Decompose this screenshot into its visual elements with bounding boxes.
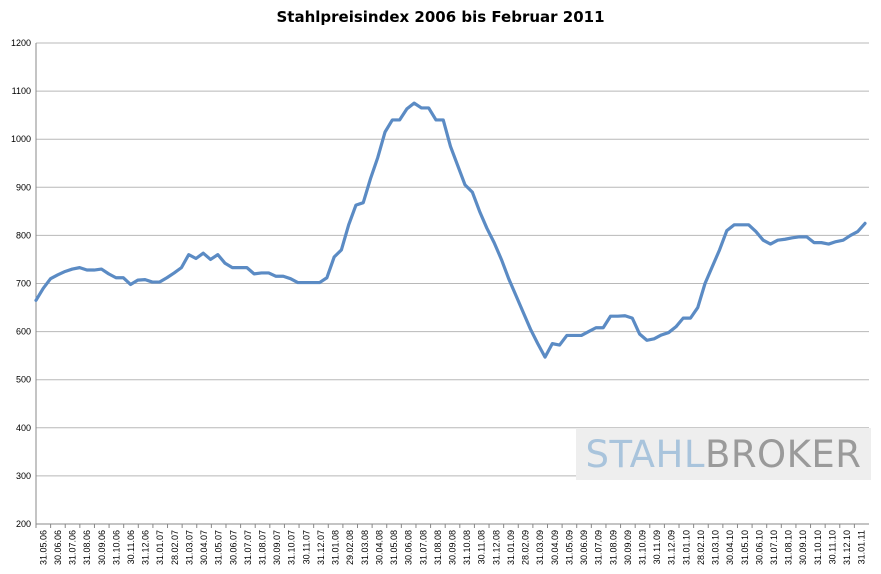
- x-tick-label: 31.12.09: [667, 530, 677, 565]
- x-tick-label: 31.08.08: [433, 530, 443, 565]
- y-tick-label: 200: [16, 519, 31, 529]
- y-tick-label: 1100: [12, 86, 31, 96]
- x-tick-label: 31.01.08: [331, 530, 341, 565]
- x-tick-label: 31.01.10: [681, 530, 691, 565]
- x-tick-label: 29.02.08: [345, 530, 355, 565]
- x-tick-label: 31.10.06: [111, 530, 121, 565]
- x-axis: 31.05.06 30.06.06 31.07.06 31.08.06 30.09.06…: [35, 523, 869, 565]
- y-tick-label: 400: [16, 423, 31, 433]
- x-tick-label: 30.11.08: [477, 530, 487, 564]
- x-tick-label: 30.04.07: [199, 530, 209, 565]
- y-tick-label: 800: [16, 230, 31, 240]
- x-tick-label: 31.08.10: [784, 530, 794, 565]
- y-axis: 200 300 400 500 600 700 800 900 1000 1100 1200: [11, 38, 37, 529]
- x-tick-label: 31.03.10: [711, 530, 721, 565]
- x-tick-label: 31.05.08: [389, 530, 399, 565]
- watermark-part-stahl: STAHL: [585, 432, 705, 476]
- y-tick-label: 600: [16, 327, 31, 337]
- x-tick-label: 31.10.10: [813, 530, 823, 565]
- x-tick-label: 28.02.07: [170, 530, 180, 565]
- x-tick-label: 30.04.08: [374, 530, 384, 565]
- x-tick-label: 30.09.07: [272, 530, 282, 565]
- x-tick-label: 28.02.10: [696, 530, 706, 565]
- x-tick-label: 30.09.10: [798, 530, 808, 565]
- x-tick-label: 28.02.09: [521, 530, 531, 565]
- x-tick-label: 30.06.10: [754, 530, 764, 565]
- y-tick-label: 700: [16, 279, 31, 289]
- x-tick-label: 31.12.06: [141, 530, 151, 565]
- y-tick-label: 500: [16, 375, 31, 385]
- plot-area: [34, 101, 867, 359]
- x-tick-label: 31.10.07: [287, 530, 297, 565]
- x-tick-label: 31.01.07: [155, 530, 165, 565]
- x-tick-label: 31.08.09: [608, 530, 618, 565]
- x-tick-label: 31.08.06: [82, 530, 92, 565]
- x-tick-label: 30.11.06: [126, 530, 136, 564]
- stahlbroker-watermark: STAHL BROKER: [576, 428, 871, 480]
- x-tick-label: 31.05.09: [564, 530, 574, 565]
- x-tick-label: 30.09.09: [623, 530, 633, 565]
- x-tick-label: 31.03.08: [360, 530, 370, 565]
- x-tick-label: 31.10.09: [637, 530, 647, 565]
- x-tick-label: 30.11.10: [827, 530, 837, 564]
- y-tick-label: 1000: [11, 134, 31, 144]
- x-tick-label: 31.07.06: [68, 530, 78, 565]
- x-tick-label: 31.05.07: [214, 530, 224, 565]
- x-tick-label: 31.10.08: [462, 530, 472, 565]
- chart-title: Stahlpreisindex 2006 bis Februar 2011: [276, 8, 605, 26]
- x-tick-label: 31.05.10: [740, 530, 750, 565]
- x-tick-label: 31.12.07: [316, 530, 326, 565]
- x-tick-label: 30.04.09: [550, 530, 560, 565]
- x-tick-label: 31.01.11: [857, 530, 867, 564]
- y-tick-label: 900: [16, 182, 31, 192]
- x-tick-label: 30.09.08: [448, 530, 458, 565]
- x-tick-label: 31.08.07: [258, 530, 268, 565]
- x-tick-label: 31.03.09: [535, 530, 545, 565]
- x-tick-label: 30.06.09: [579, 530, 589, 565]
- x-tick-label: 30.06.07: [228, 530, 238, 565]
- x-tick-label: 30.04.10: [725, 530, 735, 565]
- y-tick-label: 1200: [11, 38, 31, 48]
- x-tick-label: 31.07.07: [243, 530, 253, 565]
- x-tick-label: 30.11.09: [652, 530, 662, 564]
- x-tick-label: 31.12.08: [491, 530, 501, 565]
- x-tick-label: 30.06.08: [404, 530, 414, 565]
- series-line: [34, 101, 867, 359]
- x-tick-label: 31.07.09: [594, 530, 604, 565]
- x-tick-label: 30.11.07: [301, 530, 311, 564]
- x-tick-label: 31.07.10: [769, 530, 779, 565]
- y-tick-label: 300: [16, 471, 31, 481]
- x-tick-label: 31.01.09: [506, 530, 516, 565]
- x-tick-label: 30.09.06: [97, 530, 107, 565]
- watermark-part-broker: BROKER: [704, 432, 862, 476]
- x-tick-label: 31.12.10: [842, 530, 852, 565]
- x-tick-label: 30.06.06: [53, 530, 63, 565]
- x-tick-label: 31.07.08: [418, 530, 428, 565]
- x-tick-label: 31.03.07: [184, 530, 194, 565]
- x-tick-label: 31.05.06: [38, 530, 48, 565]
